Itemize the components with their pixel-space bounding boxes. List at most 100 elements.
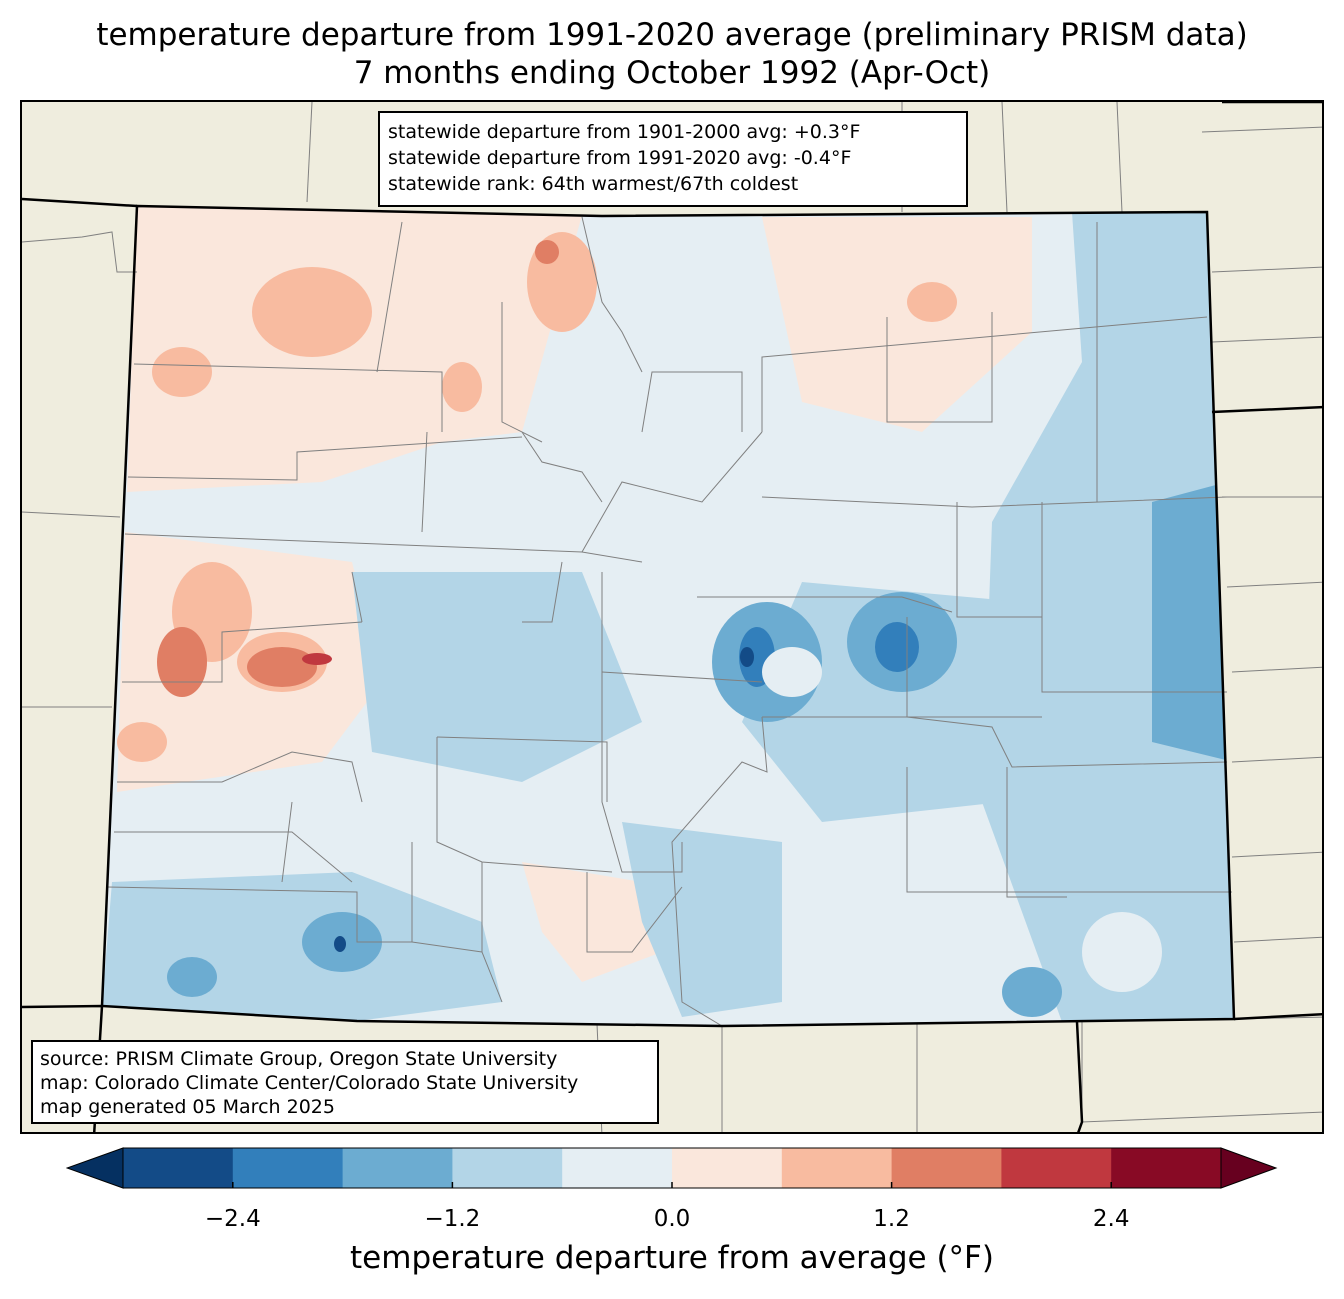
cool-blob-core2	[875, 622, 919, 672]
neighbor-border-tx	[1075, 1021, 1084, 1132]
warm-blob-12	[302, 653, 332, 665]
colorbar-segment	[562, 1148, 673, 1188]
county-line	[106, 886, 483, 953]
county-line	[114, 831, 353, 883]
county-line	[906, 767, 1232, 893]
stats-1991-2020: statewide departure from 1991-2020 avg: …	[388, 147, 852, 169]
warm-anomaly-regions	[117, 206, 1032, 982]
county-line	[351, 571, 363, 623]
county-line	[436, 737, 613, 873]
colorbar-segment	[672, 1148, 783, 1188]
source-box: source: PRISM Climate Group, Oregon Stat…	[31, 1040, 659, 1124]
warm-blob-11	[117, 722, 167, 762]
colorbar-segment	[342, 1148, 453, 1188]
map-title: temperature departure from 1991-2020 ave…	[96, 17, 1248, 53]
county-line	[601, 671, 763, 683]
cool-blob-south	[1002, 967, 1062, 1017]
cool-blob-pale	[762, 647, 822, 697]
neighbor-border-wy	[22, 197, 138, 208]
county-line	[697, 596, 953, 613]
cool-blob-sw2	[167, 957, 217, 997]
colorbar-tick-label: 2.4	[1092, 1206, 1130, 1232]
neighbor-border-ne	[1211, 405, 1322, 414]
colorado-map	[22, 102, 1322, 1132]
cool-blob-pale2	[1082, 912, 1162, 992]
colorbar-segment	[123, 1148, 234, 1188]
cool-region-east	[982, 212, 1234, 1022]
neighbor-line	[22, 231, 137, 273]
county-line	[1041, 617, 1227, 693]
map-credit-line: map: Colorado Climate Center/Colorado St…	[40, 1072, 579, 1094]
warm-blob-10	[535, 240, 559, 264]
colorbar	[66, 1147, 1278, 1189]
colorbar-segments	[66, 1147, 1278, 1189]
cool-region-south-central	[622, 822, 782, 1017]
statewide-stats-box: statewide departure from 1901-2000 avg: …	[378, 111, 968, 207]
county-line	[581, 431, 763, 553]
neighbor-line	[1001, 102, 1008, 213]
county-line	[421, 431, 428, 533]
county-line	[376, 221, 403, 373]
neighbor-line	[306, 102, 313, 203]
colorbar-tick-label: 1.2	[873, 1206, 910, 1232]
neighbor-border-ok	[1233, 1012, 1322, 1021]
county-line	[521, 431, 603, 503]
colorbar-tick-label: −1.2	[424, 1206, 481, 1232]
colorbar-segment	[1111, 1148, 1222, 1188]
neighbor-line	[1226, 581, 1322, 588]
cool-blob-core4	[334, 936, 346, 952]
county-line	[481, 862, 503, 1003]
generated-date-line: map generated 05 March 2025	[40, 1096, 335, 1118]
cool-region-mid	[352, 572, 642, 782]
county-line	[122, 621, 363, 683]
colorado-border	[100, 204, 1236, 1028]
warm-blob-2	[252, 267, 372, 357]
county-line	[586, 872, 683, 953]
outside-land	[22, 102, 1322, 1132]
county-line	[436, 736, 608, 802]
county-line	[522, 561, 563, 623]
neighbor-line	[22, 511, 121, 518]
county-line	[117, 751, 363, 803]
colorbar-ticks	[232, 1182, 1112, 1188]
colorbar-segment	[452, 1148, 563, 1188]
warm-blob-9	[247, 647, 317, 687]
warm-region-northeast	[762, 217, 1032, 432]
county-line	[641, 371, 743, 433]
colorbar-label: temperature departure from average (°F)	[350, 1240, 994, 1276]
warm-region-northwest	[127, 206, 582, 492]
neighbor-line	[1211, 266, 1322, 273]
colorbar-extend-high	[1220, 1147, 1278, 1189]
colorbar-segment	[891, 1148, 1002, 1188]
neighbor-line	[1231, 666, 1322, 673]
warm-blob-5	[907, 282, 957, 322]
county-line	[581, 216, 643, 373]
cool-anomaly-regions	[102, 212, 1234, 1022]
colorbar-tick-label: −2.4	[204, 1206, 261, 1232]
map-subtitle: 7 months ending October 1992 (Apr-Oct)	[353, 55, 991, 91]
stats-1901-2000: statewide departure from 1901-2000 avg: …	[388, 121, 861, 143]
county-line	[761, 316, 1208, 432]
neighbor-line	[1116, 102, 1123, 213]
county-line	[762, 716, 1228, 768]
neighbor-line	[1201, 126, 1322, 133]
county-line	[1006, 767, 1067, 898]
colorbar-segment	[232, 1148, 344, 1188]
county-borders	[106, 216, 1232, 1027]
warm-blob-3	[152, 347, 212, 397]
colorbar-extend-low	[66, 1147, 124, 1189]
warm-blob-4	[442, 362, 482, 412]
cool-blob-core3	[740, 647, 754, 667]
county-line	[886, 312, 993, 423]
neighbor-line	[1231, 851, 1322, 858]
county-line	[133, 363, 443, 432]
colorbar-segment	[781, 1148, 893, 1188]
county-line	[671, 716, 768, 1027]
neighbor-line	[1233, 936, 1322, 943]
stats-rank: statewide rank: 64th warmest/67th coldes…	[388, 173, 799, 195]
map-frame	[20, 100, 1324, 1134]
county-line	[601, 572, 683, 873]
county-line	[761, 496, 1228, 508]
county-line	[501, 302, 543, 443]
neighbor-line	[1231, 756, 1322, 763]
